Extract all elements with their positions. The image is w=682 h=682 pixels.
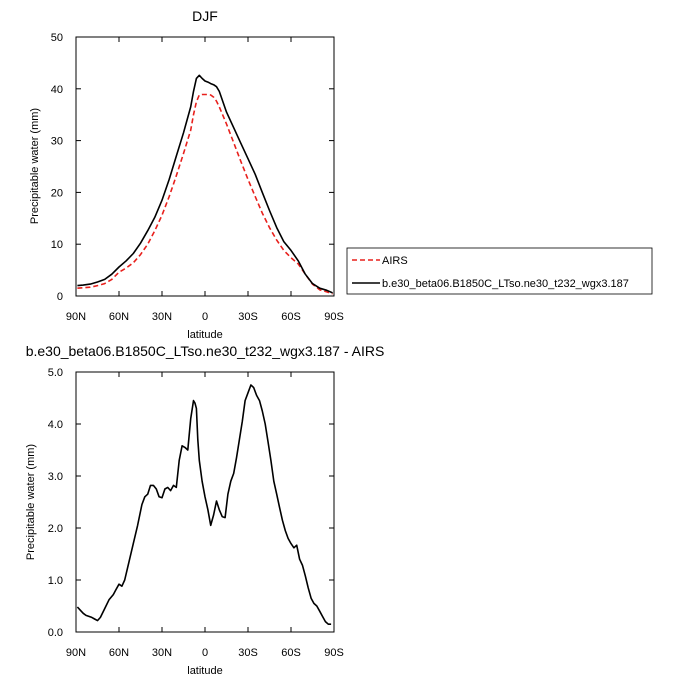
legend-box bbox=[346, 247, 653, 295]
top-chart-series-line-0 bbox=[77, 93, 333, 295]
bottom-chart-y-ticks: 0.0 1.0 2.0 3.0 4.0 5.0 bbox=[48, 367, 334, 639]
bottom-chart-y-tick-label: 3.0 bbox=[48, 471, 63, 483]
top-chart-ylabel: Precipitable water (mm) bbox=[29, 108, 41, 224]
bottom-chart-plot-frame bbox=[75, 371, 335, 633]
top-chart-x-tick-label: 60S bbox=[281, 311, 301, 323]
bottom-chart-x-tick-label: 60S bbox=[281, 647, 301, 659]
bottom-chart-ylabel: Precipitable water (mm) bbox=[25, 444, 37, 560]
top-chart-y-tick-label: 10 bbox=[51, 239, 63, 251]
bottom-chart-x-tick-label: 30S bbox=[238, 647, 258, 659]
top-chart-y-tick-label: 30 bbox=[51, 136, 63, 148]
top-chart-x-tick-label: 60N bbox=[109, 311, 129, 323]
bottom-chart-title: b.e30_beta06.B1850C_LTso.ne30_t232_wgx3.… bbox=[26, 343, 385, 359]
top-chart-xlabel: latitude bbox=[187, 329, 222, 341]
top-chart-panel: DJF Precipitable water (mm) latitude 0 10… bbox=[29, 8, 344, 341]
bottom-chart-series-layer bbox=[76, 384, 332, 625]
legend: AIRS b.e30_beta06.B1850C_LTso.ne30_t232_… bbox=[346, 247, 653, 295]
bottom-chart-xlabel: latitude bbox=[187, 665, 222, 677]
bottom-chart-x-tick-label: 60N bbox=[109, 647, 129, 659]
bottom-chart-x-tick-label: 0 bbox=[202, 647, 208, 659]
top-chart-x-tick-label: 30N bbox=[152, 311, 172, 323]
legend-label-model: b.e30_beta06.B1850C_LTso.ne30_t232_wgx3.… bbox=[382, 278, 629, 290]
top-chart-x-tick-label: 90N bbox=[66, 311, 86, 323]
top-chart-x-tick-label: 30S bbox=[238, 311, 258, 323]
top-chart-y-tick-label: 0 bbox=[57, 291, 63, 303]
bottom-chart-y-tick-label: 5.0 bbox=[48, 367, 63, 379]
bottom-chart-y-tick-label: 1.0 bbox=[48, 575, 63, 587]
bottom-chart-x-tick-label: 90S bbox=[324, 647, 344, 659]
bottom-chart-x-tick-label: 30N bbox=[152, 647, 172, 659]
bottom-chart-panel: b.e30_beta06.B1850C_LTso.ne30_t232_wgx3.… bbox=[25, 343, 384, 677]
top-chart-y-tick-label: 20 bbox=[51, 187, 63, 199]
bottom-chart-x-ticks: 90N 60N 30N 0 30S 60S 90S bbox=[66, 372, 344, 659]
bottom-chart-series-line-0 bbox=[76, 384, 332, 625]
top-chart-y-tick-label: 50 bbox=[51, 32, 63, 44]
top-chart-x-tick-label: 0 bbox=[202, 311, 208, 323]
top-chart-y-tick-label: 40 bbox=[51, 84, 63, 96]
top-chart-plot-frame bbox=[75, 36, 335, 297]
top-chart-y-ticks: 0 10 20 30 40 50 bbox=[51, 32, 334, 303]
bottom-chart-y-tick-label: 0.0 bbox=[48, 627, 63, 639]
bottom-chart-x-tick-label: 90N bbox=[66, 647, 86, 659]
legend-label-airs: AIRS bbox=[382, 255, 408, 267]
top-chart-x-tick-label: 90S bbox=[324, 311, 344, 323]
top-chart-series-layer bbox=[77, 74, 333, 295]
top-chart-series-line-1 bbox=[77, 74, 333, 294]
bottom-chart-y-tick-label: 4.0 bbox=[48, 419, 63, 431]
top-chart-title: DJF bbox=[192, 8, 218, 24]
bottom-chart-y-tick-label: 2.0 bbox=[48, 523, 63, 535]
